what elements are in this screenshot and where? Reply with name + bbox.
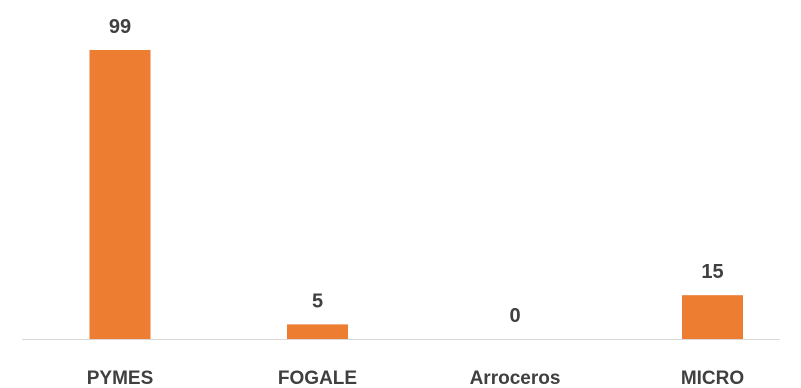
bar-micro — [682, 295, 743, 339]
data-label-arroceros: 0 — [509, 305, 520, 327]
tick-label-pymes: PYMES — [87, 368, 154, 388]
tick-label-fogale: FOGALE — [278, 368, 357, 388]
data-labels-layer: 99 5 0 15 — [109, 16, 724, 327]
data-label-micro: 15 — [701, 261, 723, 283]
x-axis-ticks-layer: PYMES FOGALE Arroceros MICRO — [87, 368, 744, 388]
data-label-pymes: 99 — [109, 16, 131, 38]
tick-label-arroceros: Arroceros — [470, 368, 561, 388]
bar-pymes — [89, 50, 151, 339]
data-label-fogale: 5 — [312, 290, 323, 312]
tick-label-micro: MICRO — [681, 368, 744, 388]
bars-layer — [89, 50, 743, 339]
bar-fogale — [287, 324, 348, 339]
